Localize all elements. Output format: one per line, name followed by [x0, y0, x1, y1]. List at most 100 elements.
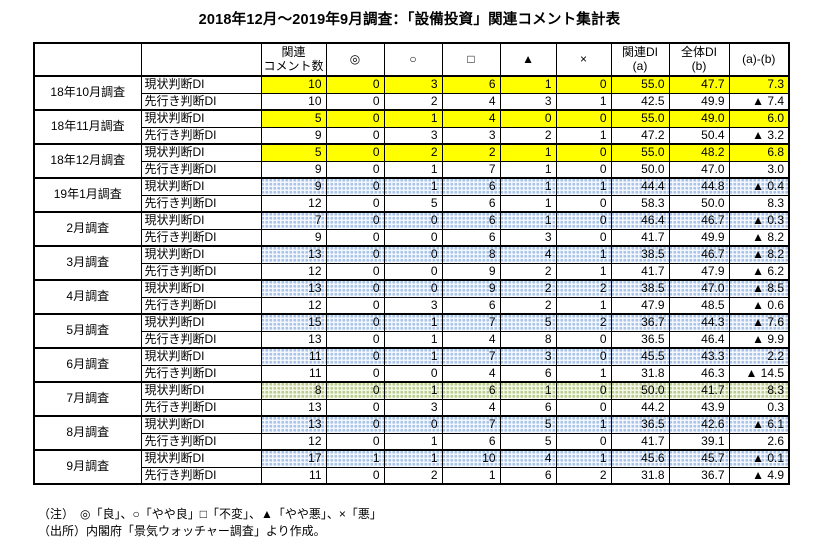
value-cell: 50.0 [668, 194, 730, 213]
value-cell: 13 [260, 330, 327, 349]
row-label: 先行き判断DI [140, 262, 262, 281]
value-cell: ▲ 8.2 [728, 245, 790, 264]
value-cell: 47.9 [610, 296, 670, 315]
value-cell: 1 [555, 449, 612, 468]
col-header-symbol-bad: × [555, 42, 612, 77]
row-label: 現状判断DI [140, 143, 262, 162]
value-cell: 1 [555, 126, 612, 145]
value-cell: 0 [499, 109, 557, 128]
value-cell: 39.1 [668, 432, 730, 451]
table-row: 先行き判断DI 12 0 0 9 2 1 41.7 47.9 ▲ 6.2 [34, 262, 790, 281]
value-cell: 44.3 [668, 313, 730, 332]
value-cell: 38.5 [610, 245, 670, 264]
value-cell: 8.3 [728, 381, 790, 400]
col-header-related-di: 関連DI (a) [610, 42, 670, 77]
value-cell: 0.3 [728, 398, 790, 417]
value-cell: 1 [555, 92, 612, 111]
value-cell: 0 [555, 194, 612, 213]
value-cell: 8 [441, 245, 501, 264]
value-cell: 1 [383, 347, 443, 366]
value-cell: 0 [325, 330, 385, 349]
value-cell: 0 [555, 330, 612, 349]
value-cell: 47.0 [668, 279, 730, 298]
value-cell: ▲ 6.2 [728, 262, 790, 281]
value-cell: 1 [555, 415, 612, 434]
value-cell: 0 [325, 313, 385, 332]
value-cell: 0 [325, 194, 385, 213]
value-cell: 3 [499, 228, 557, 247]
value-cell: 1 [555, 296, 612, 315]
value-cell: 42.5 [610, 92, 670, 111]
value-cell: 0 [325, 347, 385, 366]
value-cell: 1 [555, 364, 612, 383]
value-cell: 0 [325, 466, 385, 485]
table-row: 先行き判断DI 9 0 3 3 2 1 47.2 50.4 ▲ 3.2 [34, 126, 790, 145]
value-cell: 45.5 [610, 347, 670, 366]
value-cell: 12 [260, 194, 327, 213]
value-cell: 0 [555, 109, 612, 128]
table-row: 先行き判断DI 10 0 2 4 3 1 42.5 49.9 ▲ 7.4 [34, 92, 790, 111]
value-cell: 50.0 [610, 381, 670, 400]
value-cell: 1 [499, 160, 557, 179]
value-cell: 6.8 [728, 143, 790, 162]
value-cell: 49.9 [668, 92, 730, 111]
row-label: 現状判断DI [140, 449, 262, 468]
value-cell: 3 [441, 126, 501, 145]
value-cell: 13 [260, 279, 327, 298]
value-cell: 6 [441, 296, 501, 315]
value-cell: 12 [260, 432, 327, 451]
value-cell: 44.4 [610, 177, 670, 196]
value-cell: 0 [383, 245, 443, 264]
month-cell: 18年11月調査 [33, 109, 142, 145]
value-cell: 5 [499, 432, 557, 451]
value-cell: 48.2 [668, 143, 730, 162]
month-cell: 3月調査 [33, 245, 142, 281]
footnotes: （注） ◎「良」、○「やや良」□「不変」、▲「やや悪」、×「悪」 （出所）内閣府… [38, 506, 382, 541]
value-cell: 1 [383, 109, 443, 128]
value-cell: 17 [260, 449, 327, 468]
value-cell: 1 [325, 449, 385, 468]
value-cell: ▲ 14.5 [728, 364, 790, 383]
value-cell: 49.9 [668, 228, 730, 247]
month-cell: 7月調査 [33, 381, 142, 417]
value-cell: 46.7 [668, 211, 730, 230]
value-cell: 43.9 [668, 398, 730, 417]
table-row: 3月調査 現状判断DI 13 0 0 8 4 1 38.5 46.7 ▲ 8.2 [33, 245, 790, 281]
value-cell: 47.7 [668, 75, 730, 94]
table-row: 先行き判断DI 9 0 0 6 3 0 41.7 49.9 ▲ 8.2 [34, 228, 790, 247]
row-label: 先行き判断DI [140, 432, 262, 451]
value-cell: ▲ 3.2 [728, 126, 790, 145]
row-label: 現状判断DI [140, 211, 262, 230]
row-label: 現状判断DI [140, 415, 262, 434]
value-cell: 0 [325, 92, 385, 111]
value-cell: 0 [383, 364, 443, 383]
value-cell: 6 [441, 381, 501, 400]
value-cell: 4 [441, 92, 501, 111]
value-cell: 58.3 [610, 194, 670, 213]
header-row: 関連 コメント数 ◎ ○ □ ▲ × 関連DI (a) 全体DI (b) (a)-(b… [33, 42, 790, 77]
month-cell: 4月調査 [33, 279, 142, 315]
value-cell: ▲ 8.2 [728, 228, 790, 247]
value-cell: 46.4 [668, 330, 730, 349]
value-cell: 55.0 [610, 143, 670, 162]
value-cell: 1 [383, 177, 443, 196]
value-cell: 1 [441, 466, 501, 485]
table-row: 19年1月調査 現状判断DI 9 0 1 6 1 1 44.4 44.8 ▲ 0.4 [33, 177, 790, 213]
value-cell: 5 [383, 194, 443, 213]
value-cell: 2 [555, 279, 612, 298]
value-cell: 49.0 [668, 109, 730, 128]
value-cell: 7 [441, 415, 501, 434]
value-cell: 1 [499, 75, 557, 94]
col-header-symbol-unchanged: □ [441, 42, 501, 77]
row-label: 現状判断DI [140, 75, 262, 94]
value-cell: ▲ 9.9 [728, 330, 790, 349]
value-cell: 9 [260, 177, 327, 196]
value-cell: 36.7 [610, 313, 670, 332]
value-cell: 7 [441, 313, 501, 332]
value-cell: 0 [325, 245, 385, 264]
row-label: 先行き判断DI [140, 92, 262, 111]
corner-month-cell [33, 42, 142, 77]
value-cell: 6 [499, 466, 557, 485]
value-cell: 0 [325, 415, 385, 434]
